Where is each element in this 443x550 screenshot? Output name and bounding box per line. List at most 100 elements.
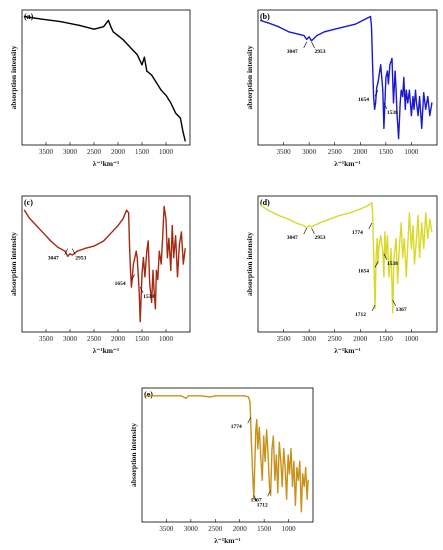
- data-point: [163, 205, 165, 207]
- data-point: [271, 448, 273, 450]
- data-point: [131, 49, 133, 51]
- x-tick-label: 2500: [328, 335, 343, 343]
- data-point: [371, 202, 373, 204]
- data-point: [384, 231, 386, 233]
- x-tick-label: 1000: [159, 148, 174, 156]
- spectrum-line: [260, 201, 433, 314]
- data-point: [386, 70, 388, 72]
- data-point: [402, 257, 404, 259]
- data-point: [415, 237, 418, 239]
- data-point: [57, 246, 59, 248]
- data-point: [184, 140, 186, 142]
- data-point: [408, 89, 410, 91]
- data-point: [126, 209, 128, 211]
- data-point: [388, 276, 390, 278]
- data-point: [93, 245, 95, 247]
- data-point: [179, 117, 181, 119]
- data-point: [129, 269, 132, 271]
- x-tick-label: 1000: [404, 148, 419, 156]
- data-point: [141, 64, 143, 66]
- spectrum-line: [260, 15, 433, 140]
- data-point: [392, 102, 395, 104]
- data-point: [387, 83, 389, 85]
- data-point: [170, 395, 172, 397]
- data-point: [219, 395, 221, 397]
- peak-annotation: 1712: [257, 502, 268, 508]
- data-point: [362, 19, 364, 21]
- data-point: [40, 18, 42, 20]
- x-tick-label: 2000: [111, 148, 126, 156]
- data-point: [431, 102, 433, 104]
- data-point: [417, 115, 419, 117]
- data-point: [306, 38, 308, 41]
- y-axis-label: absorption intensity: [245, 232, 254, 296]
- data-point: [158, 250, 160, 252]
- data-point: [69, 253, 71, 255]
- x-tick-label: 1000: [404, 335, 419, 343]
- data-point: [382, 89, 384, 91]
- panel-e: (e) 3500 3000 2500 2000 1500 1000 λ⁻¹km⁻¹ absorp…: [129, 387, 314, 545]
- x-tick-label: 3500: [159, 525, 174, 533]
- data-point: [417, 214, 419, 216]
- data-point: [79, 24, 81, 26]
- data-point: [376, 237, 378, 239]
- data-point: [306, 498, 308, 500]
- data-point: [268, 485, 271, 488]
- data-point: [427, 237, 429, 239]
- data-point: [76, 250, 78, 252]
- data-point: [23, 15, 25, 18]
- data-point: [149, 282, 151, 284]
- data-point: [134, 258, 136, 260]
- data-point: [373, 250, 375, 252]
- data-point: [250, 441, 252, 443]
- data-point: [168, 237, 170, 239]
- panel-b: (b) 3500 3000 2500 2000 1500 1000 λ⁻¹km⁻¹ absorp…: [245, 9, 438, 168]
- data-point: [284, 467, 286, 469]
- x-tick-label: 3000: [63, 335, 78, 343]
- data-point: [310, 40, 313, 42]
- peak-annotation: 3047: [287, 49, 298, 55]
- x-tick-label: 2000: [353, 148, 368, 156]
- data-point: [295, 222, 297, 224]
- data-point: [379, 70, 381, 72]
- data-point: [153, 289, 155, 291]
- data-point: [127, 43, 129, 46]
- data-point: [334, 28, 336, 30]
- x-tick-label: 2500: [208, 525, 223, 533]
- plot-frame: [257, 9, 438, 146]
- data-point: [370, 26, 373, 28]
- data-point: [349, 212, 351, 214]
- spectrum-line: [24, 15, 186, 142]
- data-point: [408, 212, 410, 214]
- data-point: [403, 76, 405, 79]
- data-point: [257, 448, 259, 450]
- data-point: [190, 395, 192, 397]
- data-point: [146, 70, 148, 72]
- x-axis-label: λ⁻¹km⁻¹: [214, 536, 241, 545]
- data-point: [132, 263, 134, 265]
- data-point: [136, 257, 138, 259]
- data-point: [369, 203, 372, 205]
- data-point: [67, 255, 69, 257]
- peak-annotation: 3047: [287, 235, 298, 241]
- x-tick-label: 3500: [39, 148, 54, 156]
- data-point: [23, 209, 25, 211]
- data-point: [166, 257, 168, 259]
- data-point: [160, 89, 162, 91]
- data-point: [260, 19, 262, 21]
- data-point: [128, 244, 131, 246]
- data-point: [414, 89, 417, 91]
- data-point: [318, 222, 320, 224]
- data-point: [376, 87, 378, 89]
- peak-annotation: 1538: [143, 294, 154, 300]
- data-point: [412, 96, 414, 98]
- data-point: [405, 276, 407, 278]
- data-point: [141, 273, 143, 275]
- peak-annotation: 2953: [315, 49, 326, 55]
- data-point: [110, 232, 112, 234]
- y-axis-label: absorption intensity: [9, 45, 18, 109]
- data-point: [365, 205, 367, 207]
- annotation-leader: [368, 222, 373, 230]
- x-axis-label: λ⁻¹km⁻¹: [93, 159, 120, 168]
- annotation-leader: [371, 304, 376, 312]
